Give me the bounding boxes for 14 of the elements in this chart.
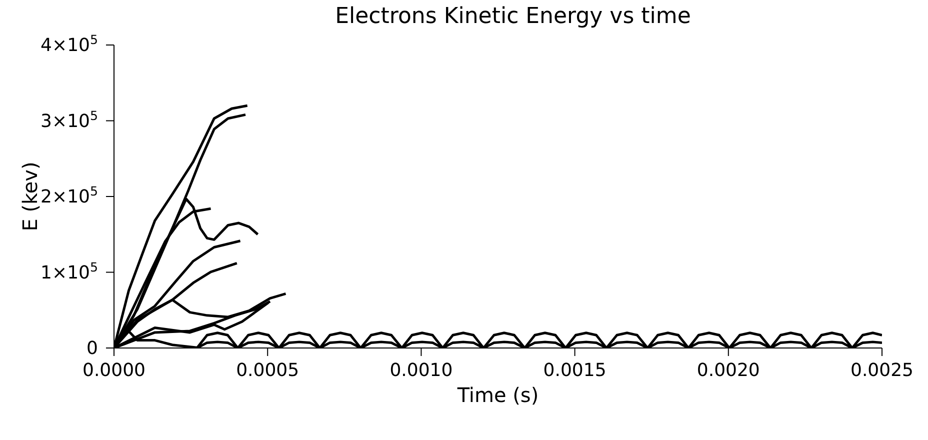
x-tick-label: 0.0010 <box>390 360 453 381</box>
y-tick-label: 4×10$^{5}$ <box>40 32 98 56</box>
x-tick-label: 0.0020 <box>696 360 760 381</box>
x-axis-title: Time (s) <box>456 383 539 407</box>
x-tick-label: 0.0015 <box>543 360 606 381</box>
chart-title: Electrons Kinetic Energy vs time <box>334 4 692 29</box>
x-tick-label: 0.0000 <box>82 360 146 381</box>
x-tick-label: 0.0005 <box>236 360 300 381</box>
x-tick-label: 0.0025 <box>850 360 914 381</box>
y-tick-label: 1×10$^{5}$ <box>40 258 98 284</box>
y-tick-label: 2×10$^{5}$ <box>40 183 98 208</box>
y-tick-label: 0 <box>86 338 98 359</box>
y-tick-label: 3×10$^{5}$ <box>40 107 98 132</box>
y-axis-title: E (kev) <box>18 162 42 232</box>
